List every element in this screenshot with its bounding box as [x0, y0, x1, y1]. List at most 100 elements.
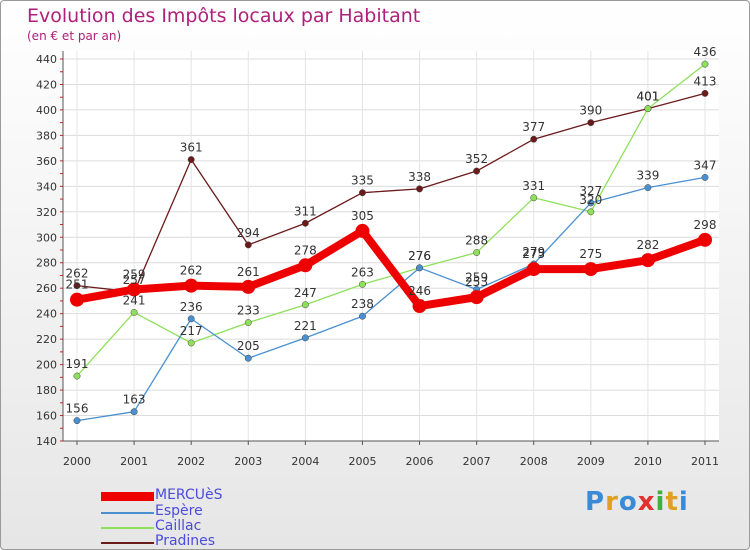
data-label: 257: [123, 273, 146, 287]
data-point: [640, 253, 655, 268]
y-tick-label: 400: [36, 104, 57, 117]
legend-label-mercues: MERCUèS: [155, 487, 223, 503]
legend-swatch-pradines: [101, 542, 154, 544]
data-point: [130, 308, 138, 316]
y-tick-label: 180: [36, 384, 57, 397]
data-point: [412, 299, 427, 314]
y-tick-label: 280: [36, 257, 57, 270]
y-tick-label: 300: [36, 231, 57, 244]
data-label: 262: [180, 264, 203, 278]
y-tick-label: 140: [36, 435, 57, 448]
data-label: 205: [237, 339, 260, 353]
logo-letter: i: [678, 487, 689, 517]
legend-label-pradines: Pradines: [155, 533, 216, 549]
plot-area: [63, 51, 719, 441]
axes: 140 160 180 200 220 240 260 280 300 320 340 360 380 4…: [36, 51, 719, 468]
data-point: [301, 219, 309, 227]
logo-letter: o: [618, 487, 638, 517]
data-point: [73, 282, 81, 290]
legend-swatch-mercues: [101, 492, 154, 501]
data-point: [644, 105, 652, 113]
data-label: 352: [465, 152, 488, 166]
logo-letter: t: [665, 487, 679, 517]
series-line-mercuès: [73, 226, 709, 311]
logo-letter: P: [585, 487, 606, 517]
data-label: 390: [579, 104, 602, 118]
y-tick-label: 320: [36, 206, 57, 219]
data-label: 361: [180, 141, 203, 155]
data-label: 279: [522, 245, 545, 259]
data-label: 320: [579, 193, 602, 207]
logo-letter: r: [605, 487, 619, 517]
y-tick-label: 360: [36, 155, 57, 168]
data-label: 278: [294, 243, 317, 257]
data-point: [73, 417, 81, 425]
data-label: 311: [294, 204, 317, 218]
x-tick-label: 2011: [691, 455, 719, 468]
data-label: 221: [294, 319, 317, 333]
data-point: [473, 167, 481, 175]
legend-label-caillac: Caillac: [155, 518, 202, 534]
data-label: 338: [408, 170, 431, 184]
data-point: [359, 189, 366, 197]
y-tick-label: 420: [36, 78, 57, 91]
data-point: [187, 315, 195, 323]
logo-letter: x: [637, 487, 656, 517]
data-label: 253: [465, 275, 488, 289]
data-point: [701, 173, 709, 181]
data-label: 347: [694, 158, 717, 172]
proxiti-logo: Proxiti: [585, 487, 689, 517]
x-tick-label: 2000: [63, 455, 91, 468]
data-label: 413: [694, 74, 717, 88]
x-tick-label: 2006: [406, 455, 434, 468]
grid: [63, 51, 719, 442]
data-point: [416, 264, 423, 272]
data-label: 305: [351, 209, 374, 223]
data-label: 339: [636, 169, 659, 183]
data-label: 236: [180, 300, 203, 314]
data-point: [698, 232, 712, 247]
data-point: [359, 280, 366, 288]
series-line-espère: [76, 176, 706, 422]
series-line-pradines: [76, 92, 706, 293]
data-point: [184, 278, 199, 293]
data-label: 401: [636, 90, 659, 104]
data-label: 327: [579, 184, 602, 198]
data-label: 238: [351, 297, 374, 311]
data-point: [644, 184, 652, 192]
data-point: [244, 241, 252, 249]
data-point: [530, 135, 538, 143]
data-point: [127, 282, 142, 297]
data-point: [587, 119, 595, 127]
data-label: 282: [636, 238, 659, 252]
y-tick-label: 380: [36, 129, 57, 142]
data-point: [301, 334, 309, 342]
data-point: [73, 372, 81, 380]
data-point: [70, 292, 84, 307]
data-label: 246: [408, 284, 431, 298]
data-label: 163: [123, 393, 146, 407]
x-tick-label: 2005: [348, 455, 376, 468]
data-label: 401: [636, 90, 659, 104]
data-label: 261: [237, 265, 260, 279]
data-label: 251: [66, 278, 89, 292]
data-label: 288: [465, 234, 488, 248]
x-tick-label: 2008: [520, 455, 548, 468]
data-label: 263: [351, 265, 374, 279]
y-tick-label: 200: [36, 359, 57, 372]
data-label: 377: [522, 120, 545, 134]
data-point: [701, 89, 709, 97]
data-label: 276: [408, 249, 431, 263]
data-point: [583, 262, 598, 277]
data-point: [241, 279, 256, 294]
data-point: [359, 312, 366, 320]
data-point: [530, 194, 538, 202]
data-point: [587, 199, 595, 207]
logo-letter: i: [655, 487, 666, 517]
data-label: 275: [579, 247, 602, 261]
data-label: 241: [123, 293, 146, 307]
chart-title: Evolution des Impôts locaux par Habitant: [27, 5, 421, 27]
data-point: [587, 208, 595, 216]
y-tick-label: 340: [36, 180, 57, 193]
